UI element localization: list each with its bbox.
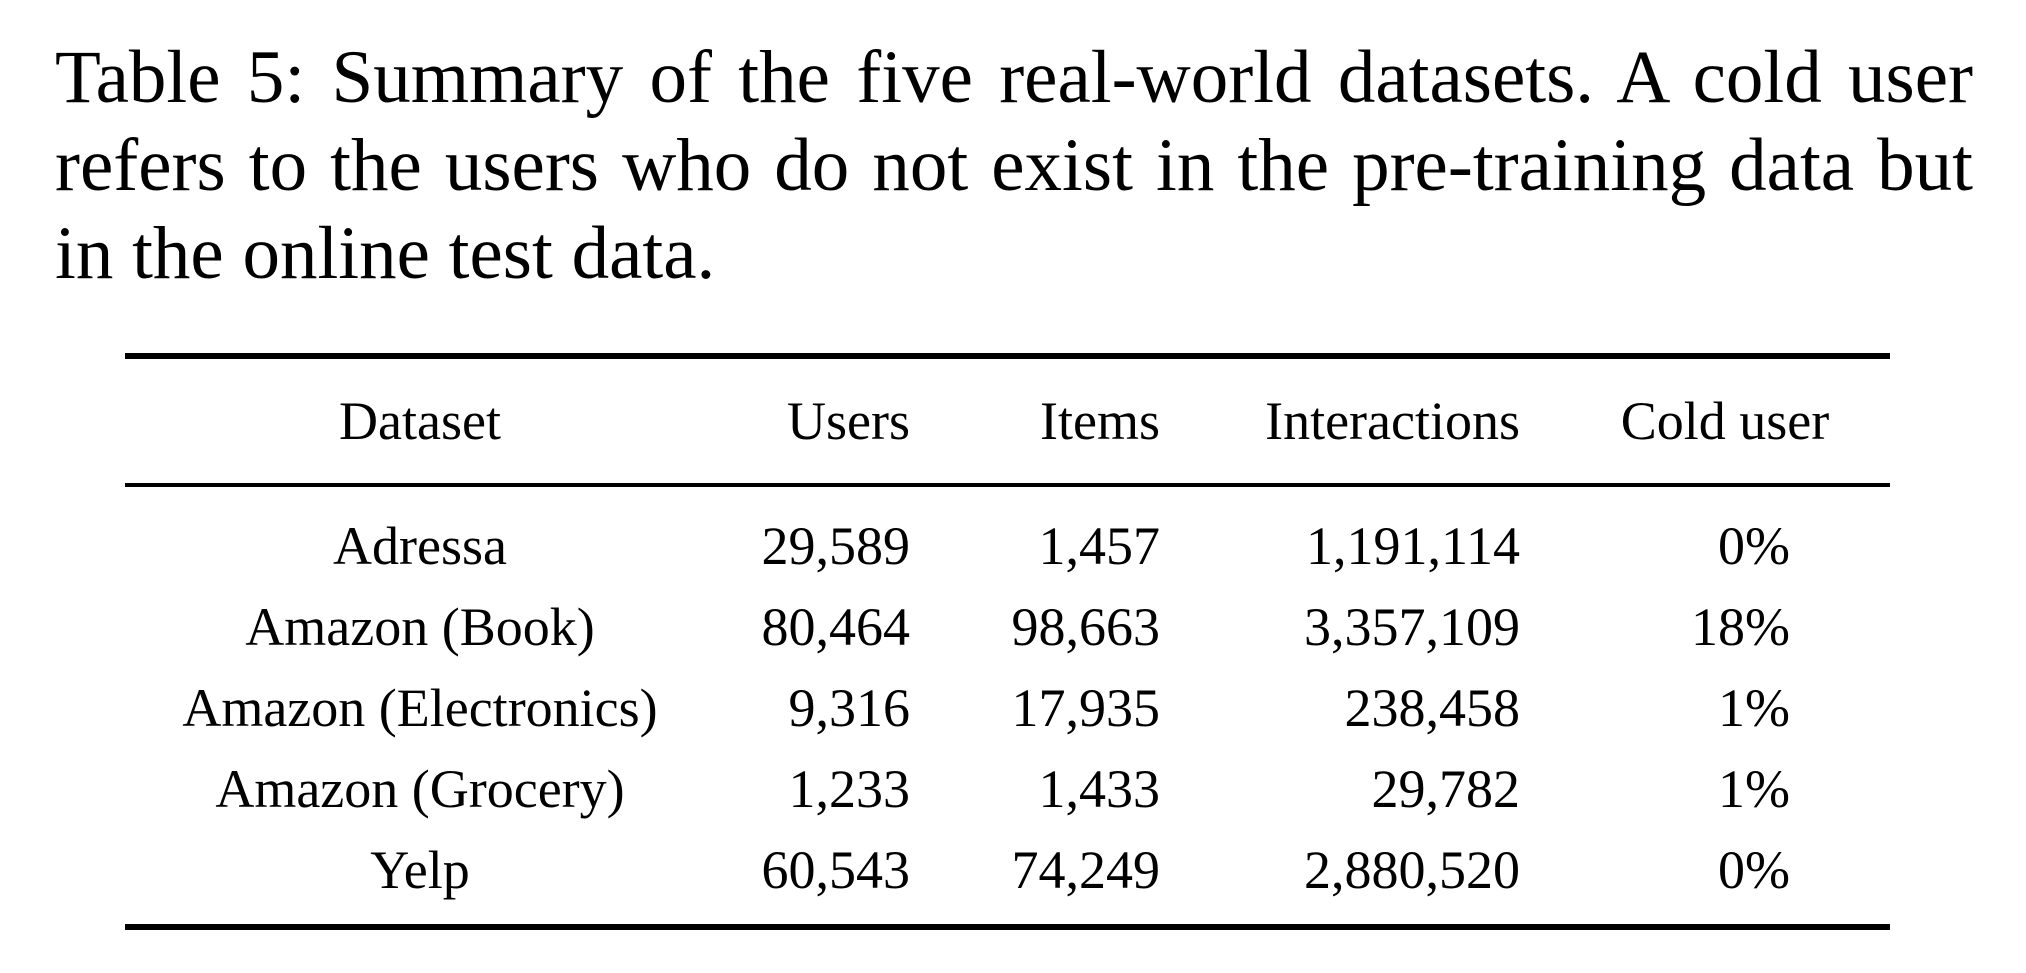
cell-interactions: 238,458: [1344, 677, 1521, 738]
cell-dataset: Adressa: [333, 515, 507, 576]
cell-users: 9,316: [788, 677, 911, 738]
table-row: Amazon (Electronics) 9,316 17,935 238,45…: [125, 667, 1890, 748]
header-cold-user: Cold user: [1620, 391, 1830, 451]
cell-users: 60,543: [761, 839, 911, 900]
cell-cold-user: 1%: [1718, 677, 1790, 738]
header-items: Items: [1040, 391, 1160, 451]
cell-dataset: Amazon (Grocery): [215, 758, 625, 819]
table-row: Yelp 60,543 74,249 2,880,520 0%: [125, 829, 1890, 927]
cell-interactions: 3,357,109: [1304, 596, 1520, 657]
cell-cold-user: 1%: [1718, 758, 1790, 819]
table-row: Amazon (Book) 80,464 98,663 3,357,109 18…: [125, 586, 1890, 667]
cell-items: 1,433: [1038, 758, 1161, 819]
cell-cold-user: 0%: [1718, 515, 1790, 576]
cell-users: 29,589: [761, 515, 911, 576]
cell-users: 1,233: [788, 758, 911, 819]
cell-interactions: 2,880,520: [1304, 839, 1520, 900]
cell-cold-user: 0%: [1718, 839, 1790, 900]
cell-items: 98,663: [1011, 596, 1161, 657]
cell-interactions: 1,191,114: [1306, 515, 1520, 576]
header-interactions: Interactions: [1265, 391, 1520, 451]
header-dataset: Dataset: [339, 391, 501, 451]
cell-interactions: 29,782: [1371, 758, 1521, 819]
cell-items: 1,457: [1038, 515, 1161, 576]
cell-dataset: Yelp: [370, 839, 470, 900]
cell-items: 74,249: [1011, 839, 1161, 900]
header-users: Users: [787, 391, 910, 451]
dataset-summary-table: Dataset Users Items Interactions Cold us…: [125, 353, 1890, 930]
cell-users: 80,464: [761, 596, 911, 657]
table-header-row: Dataset Users Items Interactions Cold us…: [125, 356, 1890, 485]
table-row: Amazon (Grocery) 1,233 1,433 29,782 1%: [125, 748, 1890, 829]
cell-dataset: Amazon (Electronics): [182, 677, 658, 738]
cell-items: 17,935: [1011, 677, 1161, 738]
cell-cold-user: 18%: [1691, 596, 1790, 657]
table-row: Adressa 29,589 1,457 1,191,114 0%: [125, 485, 1890, 586]
table-caption: Table 5: Summary of the five real-world …: [55, 36, 1973, 295]
cell-dataset: Amazon (Book): [245, 596, 595, 657]
